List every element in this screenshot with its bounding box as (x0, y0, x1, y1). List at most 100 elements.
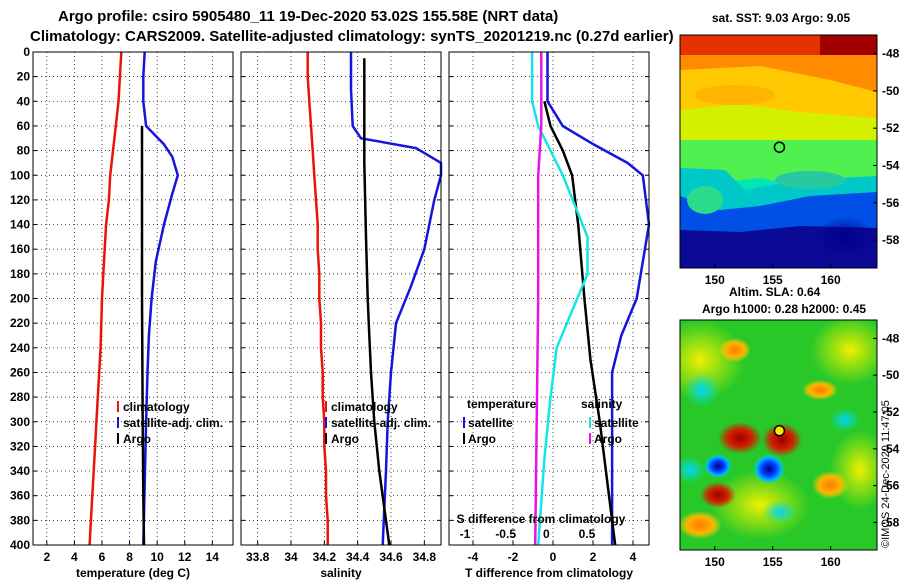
y-tick-label: 260 (10, 365, 30, 379)
map-y-tick-label: -48 (882, 47, 900, 61)
map-x-tick-label: 160 (821, 273, 841, 287)
legend-label: satellite-adj. clim. (331, 416, 431, 430)
x-tick-label: 4 (71, 550, 78, 564)
legend-swatch (325, 433, 327, 444)
sla-map-title: Altim. SLA: 0.64 (729, 285, 821, 299)
legend-label: satellite-adj. clim. (123, 416, 223, 430)
map-y-tick-label: -48 (882, 331, 900, 345)
legend-label: climatology (331, 400, 398, 414)
map-y-tick-label: -56 (882, 196, 900, 210)
sla-map-frame (679, 319, 878, 551)
legend-label: Argo (594, 432, 622, 446)
y-tick-label: 200 (10, 292, 30, 306)
legend-label: satellite (468, 416, 513, 430)
x-tick-label: 34.2 (313, 550, 337, 564)
x2-tick-label: -0.5 (495, 527, 516, 541)
sla-map-image (680, 320, 877, 550)
y-tick-label: 400 (10, 538, 30, 552)
imos-watermark: ©IMOS 24-Dec-2020 11:47:05 (880, 400, 892, 548)
x-tick-label: -4 (468, 550, 479, 564)
legend-title-temperature: temperature (467, 397, 537, 411)
x-axis-label: salinity (320, 566, 362, 580)
series-line-satellite-adj-clim- (142, 51, 180, 546)
x-tick-label: 6 (99, 550, 106, 564)
y-tick-label: 120 (10, 193, 30, 207)
x-tick-label: 14 (206, 550, 220, 564)
y-tick-label: 140 (10, 218, 30, 232)
map-y-tick-label: -58 (882, 515, 900, 529)
sst-map-axes: 150 155 160 -48 -50 -52 -54 -56 -58 (705, 47, 900, 287)
x-tick-label: 10 (150, 550, 164, 564)
sla-map-subtitle: Argo h1000: 0.28 h2000: 0.45 (702, 302, 866, 316)
map-y-tick-label: -54 (882, 442, 900, 456)
y-tick-label: 280 (10, 390, 30, 404)
map-x-tick-label: 150 (705, 273, 725, 287)
x2-tick-label: -1 (460, 527, 471, 541)
legend-label: Argo (123, 432, 151, 446)
x-axis-label: T difference from climatology (465, 566, 633, 580)
legend-label: climatology (123, 400, 190, 414)
sst-map-title: sat. SST: 9.03 Argo: 9.05 (712, 11, 851, 25)
plot-frame (240, 51, 442, 546)
series-line-salinity-argo (533, 52, 543, 546)
x-tick-label: 34 (284, 550, 298, 564)
legend-swatch (325, 417, 327, 428)
legend-swatch (463, 417, 465, 428)
sst-map-panel: sat. SST: 9.03 Argo: 9.05 150 155 160 -48 -5… (679, 11, 900, 299)
series-line-argo (140, 126, 146, 546)
series-line-temperature-satellite (546, 52, 651, 545)
series-line-argo (363, 58, 391, 546)
sla-map-axes: 150 155 160 -48 -50 -52 -54 -56 -58 (705, 331, 900, 569)
legend-swatch (117, 433, 119, 444)
legend-label: Argo (468, 432, 496, 446)
map-x-tick-label: 155 (763, 555, 783, 569)
y-tick-label: 340 (10, 464, 30, 478)
map-y-tick-label: -50 (882, 368, 900, 382)
y-tick-label: 80 (17, 144, 31, 158)
header-line1: Argo profile: csiro 5905480_11 19-Dec-20… (58, 8, 558, 25)
legend-swatch (589, 417, 591, 428)
legend-title-salinity: salinity (581, 397, 623, 411)
map-y-tick-label: -52 (882, 121, 900, 135)
y-tick-label: 20 (17, 70, 31, 84)
y-tick-label: 160 (10, 242, 30, 256)
difference-panel: -4 -2 0 2 4 T difference from climatology temp… (448, 51, 651, 580)
y-tick-label: 240 (10, 341, 30, 355)
legend-swatch (589, 433, 591, 444)
header-line2: Climatology: CARS2009. Satellite-adjuste… (30, 28, 674, 45)
map-y-tick-label: -56 (882, 479, 900, 493)
y-tick-label: 180 (10, 267, 30, 281)
x-tick-label: 0 (550, 550, 557, 564)
legend-swatch (117, 401, 119, 412)
x-tick-label: 34.6 (379, 550, 403, 564)
series-line-climatology (306, 52, 329, 545)
legend-swatch (325, 401, 327, 412)
y-tick-label: 300 (10, 415, 30, 429)
series-line-salinity-satellite (530, 52, 589, 546)
series-line-climatology (88, 51, 123, 546)
x-tick-label: 8 (126, 550, 133, 564)
plot-frame (32, 51, 234, 546)
y-tick-label: 220 (10, 316, 30, 330)
x2-tick-label: 0.5 (579, 527, 596, 541)
legend-label: Argo (331, 432, 359, 446)
x2-axis-label: S difference from climatology (457, 512, 626, 526)
x-tick-label: 34.8 (413, 550, 437, 564)
plot-frame (448, 51, 650, 546)
temperature-panel: 0 20 40 60 80 100 120 140 160 180 200 220 240 260 280 3… (10, 45, 234, 580)
legend-label: satellite (594, 416, 639, 430)
x-tick-label: 4 (630, 550, 637, 564)
series-line-temperature-argo (543, 101, 617, 546)
map-y-tick-label: -58 (882, 233, 900, 247)
y-tick-label: 360 (10, 489, 30, 503)
y-tick-label: 380 (10, 513, 30, 527)
map-y-tick-label: -52 (882, 405, 900, 419)
legend-swatch (463, 433, 465, 444)
sst-map-frame (679, 34, 878, 269)
x-tick-label: 33.8 (246, 550, 270, 564)
x-tick-label: -2 (508, 550, 519, 564)
x-tick-label: 2 (590, 550, 597, 564)
x-tick-label: 2 (43, 550, 50, 564)
